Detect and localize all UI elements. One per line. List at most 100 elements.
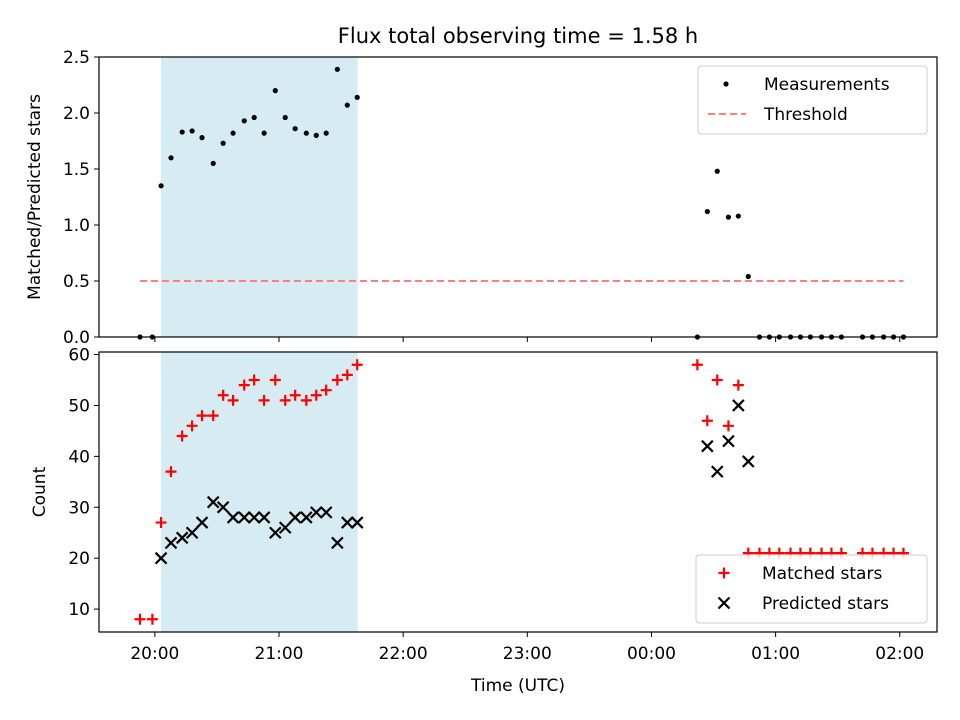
matched-stars-point <box>196 410 208 422</box>
measurements-point <box>303 130 309 136</box>
predicted-stars-point <box>710 465 724 478</box>
measurements-point <box>272 88 278 94</box>
legend-label: Threshold <box>763 105 848 125</box>
predicted-stars-point <box>309 506 323 519</box>
measurements-point <box>168 155 174 161</box>
predicted-stars-point <box>701 439 714 453</box>
x-tick-label: 22:00 <box>379 644 428 664</box>
measurements-point <box>714 168 720 174</box>
chart-title: Flux total observing time = 1.58 h <box>338 24 698 48</box>
matched-stars-point <box>320 384 332 396</box>
matched-stars-point <box>207 410 219 422</box>
x-tick-label: 00:00 <box>627 644 676 664</box>
y-tick-label: 0.5 <box>63 272 90 292</box>
matched-stars-point <box>238 379 250 391</box>
predicted-stars-point <box>742 455 755 468</box>
matched-stars-point <box>134 613 146 625</box>
predicted-stars-point <box>257 511 271 524</box>
matched-stars-point <box>269 374 281 386</box>
matched-stars-point <box>341 369 353 381</box>
predicted-stars-point <box>226 511 240 524</box>
x-tick-label: 20:00 <box>130 644 179 664</box>
predicted-stars-point <box>319 506 333 519</box>
matched-stars-point <box>248 374 260 386</box>
y-tick-label: 2.5 <box>63 48 90 68</box>
y-tick-label: 60 <box>68 346 90 366</box>
predicted-stars-point <box>300 511 313 524</box>
legend-swatch <box>723 81 729 87</box>
y-tick-label: 0.0 <box>63 328 90 348</box>
y-tick-label: 1.0 <box>63 216 90 236</box>
x-axis-label: Time (UTC) <box>470 676 565 696</box>
predicted-stars-point <box>722 434 735 448</box>
predicted-stars-point <box>206 495 220 509</box>
measurements-point <box>199 135 205 141</box>
measurements-point <box>313 132 319 138</box>
measurements-point <box>158 183 164 189</box>
ratio-plot-frame <box>98 56 938 338</box>
y-tick-label: 30 <box>68 498 90 518</box>
count-plot-frame <box>98 351 938 633</box>
measurements-point <box>292 126 298 132</box>
matched-stars-point <box>711 374 723 386</box>
matched-stars-point <box>351 359 363 371</box>
ratio-y-axis-label: Matched/Predicted stars <box>25 94 45 300</box>
measurements-point <box>735 213 741 219</box>
ratio-panel: 0.0 0.5 1.0 1.5 2.0 2.5 Matched/Predicted sta… <box>25 48 938 348</box>
predicted-stars-point <box>732 399 745 412</box>
matched-stars-point <box>722 420 734 432</box>
measurements-point <box>704 208 710 215</box>
measurements-point <box>354 94 360 100</box>
predicted-stars-point <box>216 500 230 514</box>
matched-stars-point <box>227 394 239 406</box>
predicted-stars-point <box>350 516 364 529</box>
predicted-stars-point <box>154 551 168 565</box>
matched-stars-point <box>289 389 301 401</box>
count-y-axis-label: Count <box>30 466 50 517</box>
x-tick-label: 02:00 <box>875 644 924 664</box>
observing-window-shade <box>161 352 358 632</box>
legend-label: Measurements <box>764 75 890 95</box>
predicted-stars-point <box>247 511 261 524</box>
predicted-stars-point <box>175 531 189 545</box>
measurements-point <box>179 129 185 135</box>
predicted-stars-point <box>331 536 344 550</box>
matched-stars-point <box>155 517 167 529</box>
matched-stars-point <box>732 379 744 391</box>
predicted-stars-point <box>237 511 251 524</box>
count-legend: Matched stars Predicted stars <box>695 554 928 624</box>
measurements-point <box>241 118 247 124</box>
ratio-legend: Measurements Threshold <box>697 65 928 135</box>
x-tick-label: 01:00 <box>751 644 800 664</box>
measurements-point <box>725 214 732 220</box>
measurements-point <box>230 130 236 136</box>
observing-window-shade <box>161 57 358 337</box>
predicted-stars-point <box>195 516 209 529</box>
matched-stars-point <box>691 359 703 371</box>
y-tick-label: 40 <box>68 447 90 467</box>
x-tick-label: 23:00 <box>503 644 552 664</box>
legend-label: Predicted stars <box>762 594 889 614</box>
matched-stars-point <box>217 389 229 401</box>
x-tick-label: 21:00 <box>255 644 304 664</box>
legend-swatch <box>717 596 731 610</box>
matched-stars-point <box>258 394 270 406</box>
matched-stars-point <box>176 430 188 442</box>
measurements-point <box>210 160 216 166</box>
measurements-point <box>344 102 350 108</box>
y-tick-label: 1.5 <box>63 160 90 180</box>
matched-stars-point <box>310 389 322 401</box>
matched-stars-point <box>300 394 312 406</box>
legend-box <box>697 65 928 135</box>
measurements-point <box>334 66 340 72</box>
matched-stars-point <box>279 394 291 406</box>
measurements-point <box>189 128 195 134</box>
measurements-point <box>251 114 257 121</box>
legend-swatch <box>718 567 730 579</box>
predicted-stars-point <box>341 516 354 529</box>
matched-stars-point <box>165 466 177 478</box>
measurements-point <box>220 140 226 146</box>
matched-stars-point <box>331 374 343 386</box>
matched-stars-point <box>146 613 158 625</box>
